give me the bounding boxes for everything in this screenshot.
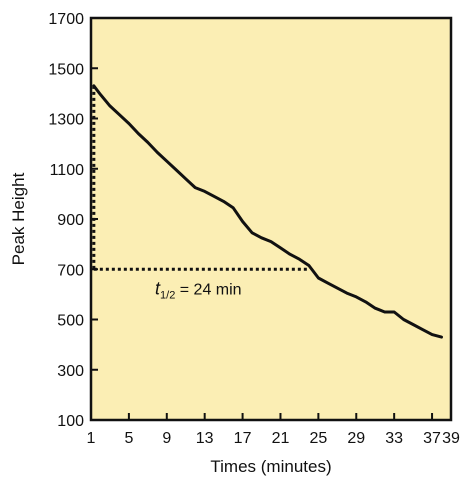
y-axis-title: Peak Height <box>9 172 28 265</box>
half-life-label: t1/2 = 24 min <box>155 278 242 301</box>
y-tick-label: 100 <box>57 413 84 430</box>
x-tick-label: 29 <box>347 430 365 447</box>
y-tick-label: 700 <box>57 262 84 279</box>
x-tick-label: 37 <box>423 430 441 447</box>
y-tick-label: 300 <box>57 363 84 380</box>
series-line <box>92 84 443 339</box>
x-tick-label: 25 <box>309 430 327 447</box>
x-tick-label: 33 <box>385 430 403 447</box>
y-tick-label: 500 <box>57 313 84 330</box>
half-life-guides <box>92 85 309 271</box>
plot-background <box>91 18 451 420</box>
half-life-value: = 24 min <box>175 281 241 298</box>
x-tick-label: 1 <box>87 430 96 447</box>
y-tick-label: 1700 <box>48 11 84 28</box>
y-tick-label: 900 <box>57 212 84 229</box>
y-tick-label: 1300 <box>48 112 84 129</box>
half-life-symbol: t <box>155 278 161 298</box>
x-tick-label: 17 <box>234 430 252 447</box>
y-tick-label: 1500 <box>48 61 84 78</box>
half-life-subscript: 1/2 <box>160 289 175 301</box>
x-tick-label: 13 <box>196 430 214 447</box>
x-axis: 1 5 9 13 17 21 25 29 33 37 39 <box>87 413 460 447</box>
x-tick-label: 39 <box>442 430 460 447</box>
y-axis: 100 300 500 700 900 1100 1300 1500 1700 <box>48 11 98 430</box>
x-axis-title: Times (minutes) <box>210 457 331 476</box>
x-tick-label: 5 <box>124 430 133 447</box>
y-tick-label: 1100 <box>50 162 85 179</box>
x-tick-label: 9 <box>162 430 171 447</box>
x-tick-label: 21 <box>272 430 290 447</box>
